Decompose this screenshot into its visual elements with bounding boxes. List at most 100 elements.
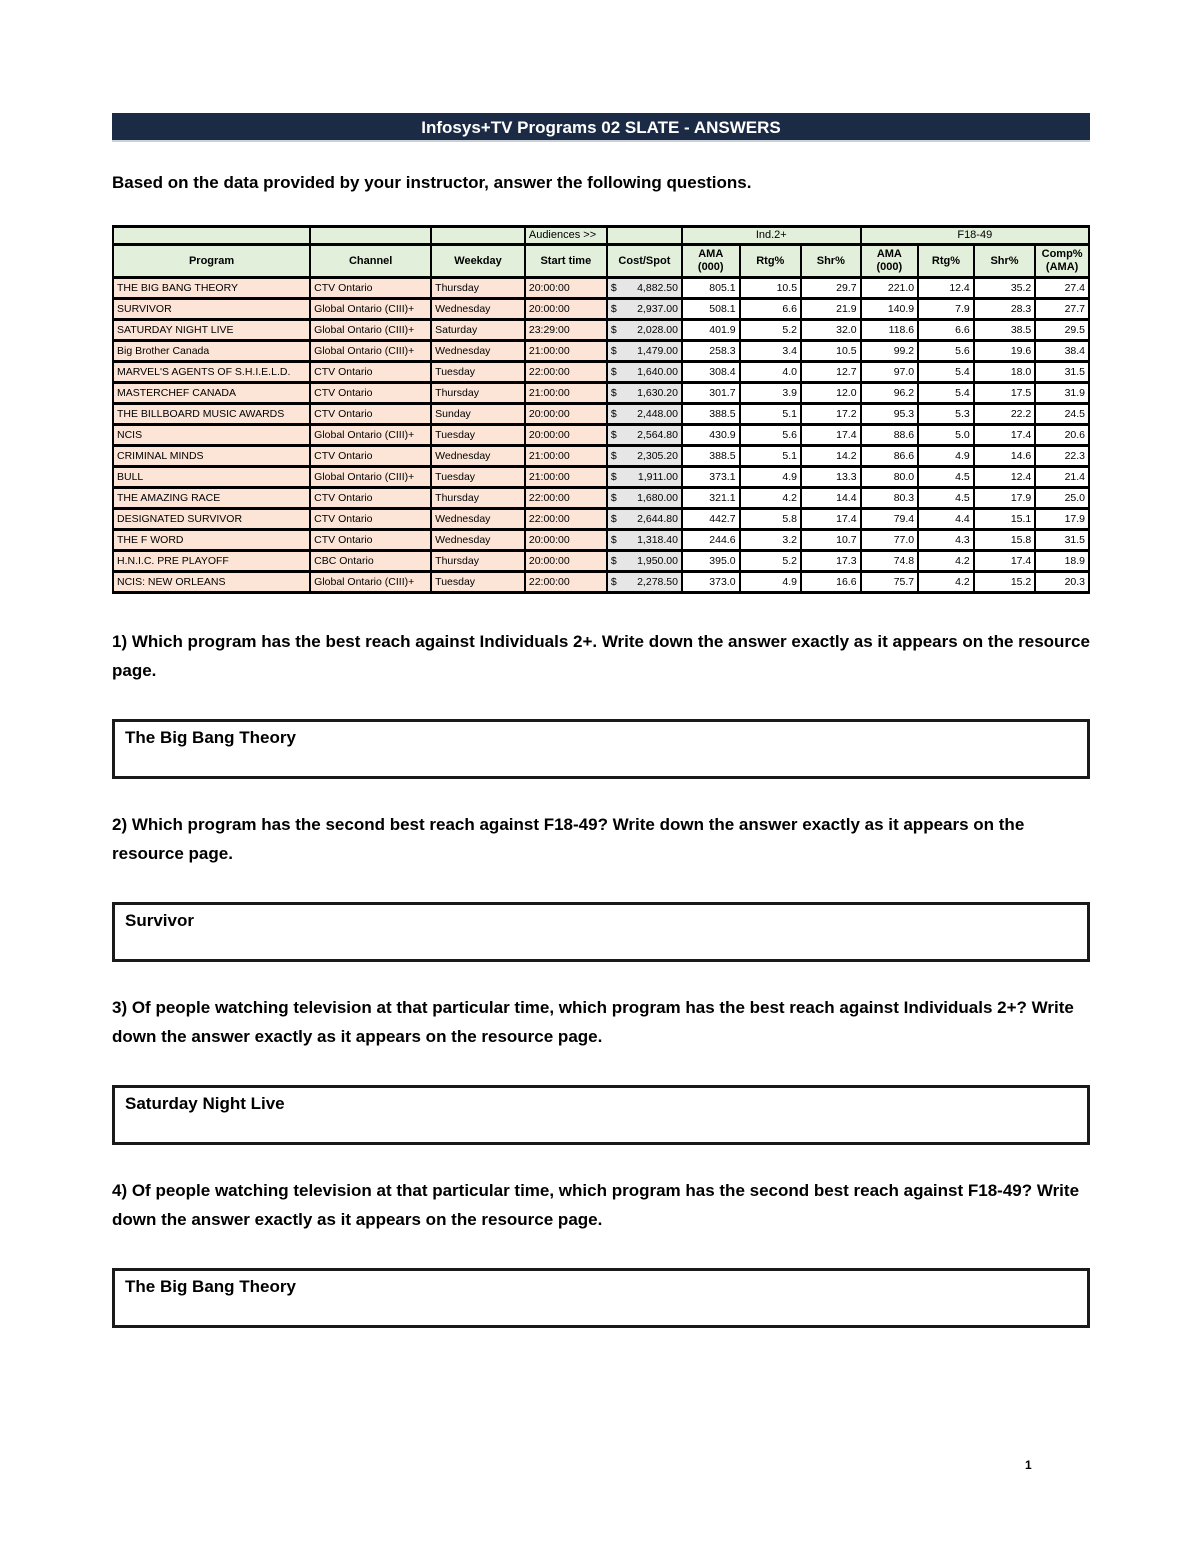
cell-comp-ama: 38.4 [1034,339,1090,363]
cell-program: NCIS [111,423,312,447]
cell-comp-ama: 24.5 [1034,402,1090,426]
question-4-text: 4) Of people watching television at that… [112,1181,1080,1229]
cell-start-time: 20:00:00 [523,276,608,300]
col-header-comp-ama: Comp% (AMA) [1034,243,1090,279]
cell-program: SATURDAY NIGHT LIVE [111,318,312,342]
cost-value: 1,640.00 [637,366,678,378]
cell-f1849-rtg: 5.6 [917,339,975,363]
question-3-text: 3) Of people watching television at that… [112,998,1074,1046]
cell-cost: $2,937.00 [605,297,683,321]
cell-weekday: Thursday [430,549,526,573]
cell-f1849-rtg: 4.2 [917,549,975,573]
cell-channel: Global Ontario (CIII)+ [309,339,433,363]
cell-ind2-ama: 805.1 [680,276,741,300]
cost-value: 1,911.00 [637,471,678,483]
cell-weekday: Wednesday [430,297,526,321]
cell-weekday: Tuesday [430,423,526,447]
cell-cost: $2,028.00 [605,318,683,342]
table-group-header-row: Audiences >> Ind.2+ F18-49 [111,225,1091,246]
answer-1-value: The Big Bang Theory [125,728,296,747]
cost-value: 1,950.00 [637,555,678,567]
cell-f1849-ama: 75.7 [859,570,920,594]
empty-header-cell [605,225,683,246]
answer-box-1[interactable]: The Big Bang Theory [112,719,1090,779]
currency-symbol: $ [610,471,617,483]
cell-start-time: 22:00:00 [523,570,608,594]
cell-f1849-shr: 22.2 [972,402,1037,426]
cell-comp-ama: 25.0 [1034,486,1090,510]
cost-value: 2,644.80 [637,513,678,525]
col-header-channel: Channel [309,243,433,279]
table-row: SURVIVOR Global Ontario (CIII)+ Wednesday 2… [111,297,1090,321]
cell-comp-ama: 17.9 [1034,507,1090,531]
empty-header-cell [430,225,526,246]
answer-box-2[interactable]: Survivor [112,902,1090,962]
answer-box-4[interactable]: The Big Bang Theory [112,1268,1090,1328]
cell-f1849-rtg: 5.4 [917,360,975,384]
cell-ind2-ama: 373.0 [680,570,741,594]
cell-start-time: 23:29:00 [523,318,608,342]
table-row: H.N.I.C. PRE PLAYOFF CBC Ontario Thursday 2… [111,549,1090,573]
cost-value: 2,278.50 [637,576,678,588]
cell-f1849-shr: 15.8 [972,528,1037,552]
cell-start-time: 22:00:00 [523,507,608,531]
cell-cost: $1,318.40 [605,528,683,552]
cell-start-time: 20:00:00 [523,423,608,447]
table-row: THE BIG BANG THEORY CTV Ontario Thursday 20… [111,276,1090,300]
cell-ind2-shr: 10.5 [800,339,862,363]
answer-box-3[interactable]: Saturday Night Live [112,1085,1090,1145]
cell-start-time: 20:00:00 [523,549,608,573]
cell-f1849-shr: 15.2 [972,570,1037,594]
table-row: MARVEL'S AGENTS OF S.H.I.E.L.D. CTV Ontar… [111,360,1090,384]
cell-f1849-ama: 79.4 [859,507,920,531]
cell-comp-ama: 21.4 [1034,465,1090,489]
cell-ind2-shr: 10.7 [800,528,862,552]
cell-f1849-shr: 17.5 [972,381,1037,405]
cell-ind2-rtg: 5.2 [738,549,803,573]
cell-ind2-ama: 388.5 [680,402,741,426]
cell-program: BULL [111,465,312,489]
currency-symbol: $ [610,408,617,420]
currency-symbol: $ [610,555,617,567]
cell-channel: CTV Ontario [309,444,433,468]
col-header-f1849-shr: Shr% [972,243,1037,279]
programs-table: Audiences >> Ind.2+ F18-49 Program Chann… [111,225,1091,594]
cell-f1849-shr: 15.1 [972,507,1037,531]
cell-f1849-rtg: 7.9 [917,297,975,321]
cell-ind2-rtg: 6.6 [738,297,803,321]
cell-cost: $2,644.80 [605,507,683,531]
cell-f1849-rtg: 6.6 [917,318,975,342]
cell-cost: $2,564.80 [605,423,683,447]
cell-comp-ama: 29.5 [1034,318,1090,342]
cell-f1849-rtg: 4.5 [917,486,975,510]
currency-symbol: $ [610,282,617,294]
cell-comp-ama: 20.3 [1034,570,1090,594]
currency-symbol: $ [610,513,617,525]
cell-channel: CTV Ontario [309,486,433,510]
cell-start-time: 22:00:00 [523,486,608,510]
answer-2-value: Survivor [125,911,194,930]
cell-ind2-shr: 17.2 [800,402,862,426]
cell-weekday: Wednesday [430,528,526,552]
col-header-program: Program [111,243,312,279]
col-header-ind2-shr: Shr% [800,243,862,279]
cell-start-time: 20:00:00 [523,528,608,552]
cell-f1849-ama: 80.0 [859,465,920,489]
cost-value: 1,318.40 [637,534,678,546]
cell-weekday: Tuesday [430,360,526,384]
cell-f1849-shr: 35.2 [972,276,1037,300]
cell-ind2-rtg: 5.6 [738,423,803,447]
cell-weekday: Wednesday [430,339,526,363]
cell-ind2-shr: 17.3 [800,549,862,573]
currency-symbol: $ [610,324,617,336]
cell-f1849-shr: 18.0 [972,360,1037,384]
table-row: THE AMAZING RACE CTV Ontario Thursday 22:00… [111,486,1090,510]
currency-symbol: $ [610,366,617,378]
cell-program: Big Brother Canada [111,339,312,363]
table-row: SATURDAY NIGHT LIVE Global Ontario (CIII)… [111,318,1090,342]
cell-ind2-rtg: 5.1 [738,402,803,426]
cell-start-time: 21:00:00 [523,444,608,468]
cell-f1849-ama: 140.9 [859,297,920,321]
cell-ind2-shr: 29.7 [800,276,862,300]
cell-f1849-ama: 118.6 [859,318,920,342]
